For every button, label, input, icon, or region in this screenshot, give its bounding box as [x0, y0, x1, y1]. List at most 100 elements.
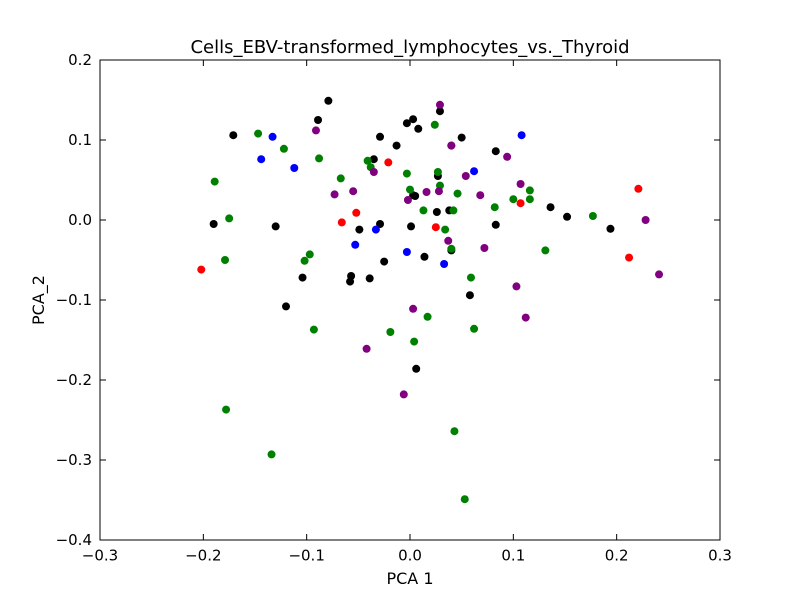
data-point	[470, 324, 479, 333]
y-axis-label: PCA_2	[29, 275, 49, 325]
x-tick-label: 0.1	[501, 547, 525, 565]
data-point	[470, 167, 479, 176]
y-tick-label: −0.3	[56, 451, 92, 469]
data-point	[516, 180, 525, 188]
data-point	[430, 120, 439, 129]
data-point	[402, 169, 411, 178]
x-tick-label: 0.2	[605, 547, 629, 565]
data-point	[434, 187, 443, 196]
data-point	[352, 208, 361, 217]
data-point	[386, 328, 395, 336]
data-point	[447, 141, 456, 150]
y-tick-label: −0.2	[56, 371, 92, 389]
data-point	[271, 222, 280, 231]
data-point	[254, 129, 263, 138]
data-point	[441, 225, 450, 234]
data-point	[225, 214, 234, 223]
x-axis-label: PCA 1	[386, 569, 433, 588]
data-point	[305, 250, 314, 259]
data-point	[221, 256, 230, 264]
data-point	[282, 302, 290, 311]
data-point	[371, 225, 380, 234]
data-point	[336, 174, 345, 183]
data-point	[209, 220, 218, 228]
data-point	[351, 240, 360, 249]
data-point	[432, 208, 441, 216]
data-point	[376, 220, 385, 228]
data-point	[457, 133, 466, 142]
x-tick-label: −0.2	[185, 547, 221, 565]
data-point	[465, 291, 474, 300]
data-point	[509, 195, 518, 204]
data-point	[450, 427, 459, 436]
data-point	[222, 405, 231, 414]
data-point	[409, 115, 418, 124]
data-point	[491, 220, 500, 229]
chart-title: Cells_EBV-transformed_lymphocytes_vs._Th…	[190, 37, 629, 58]
data-point	[409, 304, 418, 313]
data-point	[290, 164, 299, 172]
data-point	[380, 257, 389, 266]
data-points	[197, 96, 664, 504]
data-point	[363, 156, 372, 165]
data-point	[362, 344, 371, 353]
data-point	[406, 185, 414, 194]
data-point	[330, 190, 339, 199]
data-point	[449, 206, 458, 215]
data-point	[414, 124, 423, 133]
data-point	[641, 216, 650, 224]
data-point	[480, 244, 489, 252]
data-point	[337, 218, 346, 227]
data-point	[376, 132, 385, 141]
data-point	[516, 199, 525, 208]
data-point	[369, 155, 378, 164]
y-tick-label: −0.4	[56, 531, 92, 549]
data-point	[423, 312, 432, 321]
data-point	[512, 282, 521, 291]
data-point	[420, 252, 429, 261]
axis-ticks: −0.3 −0.2 −0.1 0.0 0.1 0.2 0.3−0.4−0.3−0.2−0.1…	[56, 51, 732, 565]
data-point	[466, 273, 475, 282]
data-point	[257, 155, 266, 164]
data-point	[298, 273, 307, 282]
y-tick-label: 0.1	[68, 131, 92, 149]
data-point	[655, 270, 664, 279]
data-point	[563, 212, 572, 221]
data-point	[412, 364, 421, 373]
x-tick-label: 0.3	[708, 547, 732, 565]
data-point	[606, 224, 615, 233]
data-point	[490, 203, 499, 212]
data-point	[435, 107, 444, 116]
data-point	[402, 119, 411, 128]
data-point	[403, 196, 412, 204]
data-point	[392, 141, 401, 150]
data-point	[315, 154, 324, 163]
data-point	[314, 116, 323, 124]
data-point	[476, 191, 485, 200]
data-point	[521, 313, 530, 322]
x-tick-label: 0.0	[398, 547, 422, 565]
data-point	[625, 253, 634, 262]
data-point	[355, 225, 364, 234]
data-point	[410, 337, 419, 346]
data-point	[411, 192, 420, 200]
data-point	[324, 96, 333, 105]
data-point	[300, 256, 309, 265]
data-point	[503, 152, 512, 161]
data-point	[433, 168, 442, 176]
data-point	[517, 131, 526, 140]
data-point	[541, 246, 550, 255]
data-point	[309, 325, 318, 334]
data-point	[588, 212, 597, 220]
data-point	[435, 100, 444, 109]
data-point	[407, 222, 416, 231]
data-point	[634, 184, 643, 193]
data-point	[491, 147, 500, 156]
y-tick-label: 0.2	[68, 51, 92, 69]
data-point	[365, 274, 374, 283]
data-point	[431, 223, 440, 232]
data-point	[440, 260, 449, 268]
y-tick-label: 0.0	[68, 211, 92, 229]
